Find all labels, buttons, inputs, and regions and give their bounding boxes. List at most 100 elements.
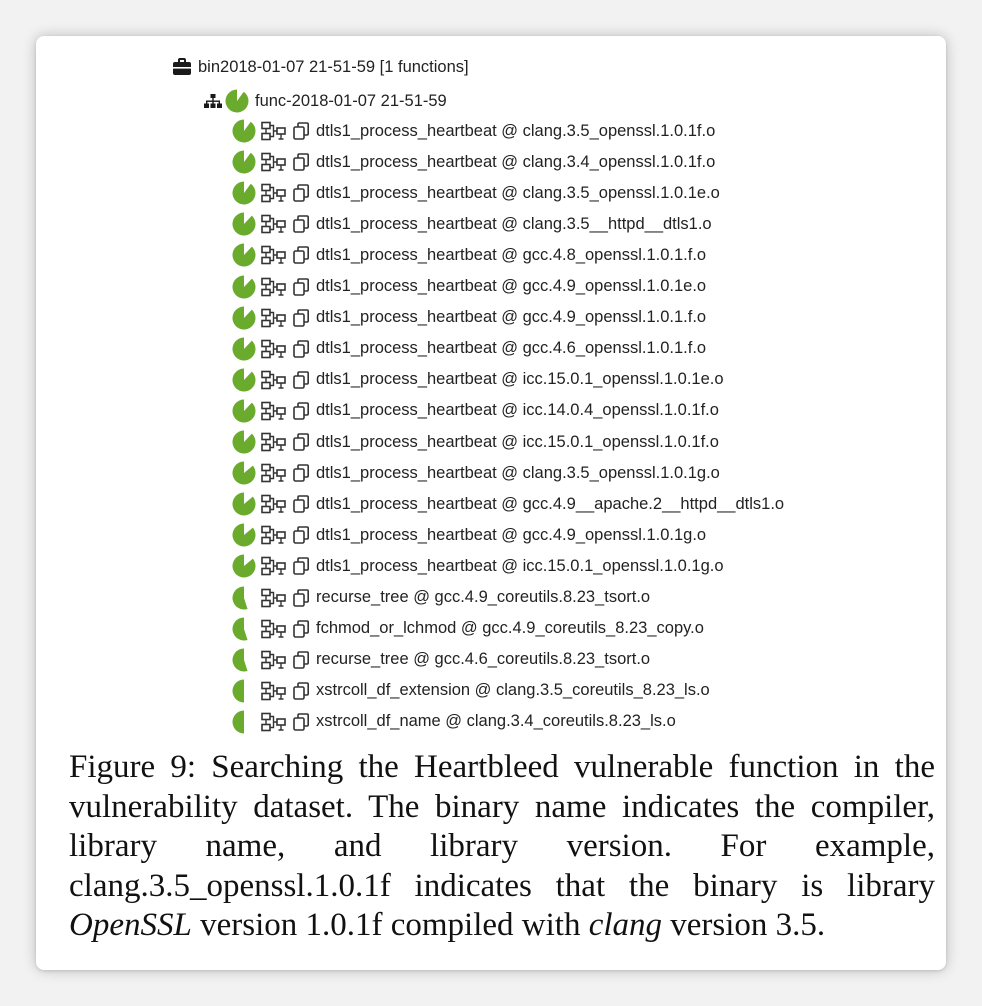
- tree-func-label: func-2018-01-07 21-51-59: [255, 91, 447, 110]
- copy-icon[interactable]: [292, 464, 310, 482]
- tree-root-label: bin2018-01-07 21-51-59 [1 functions]: [198, 57, 469, 76]
- copy-icon[interactable]: [292, 495, 310, 513]
- pie-score-icon: [232, 648, 256, 672]
- pie-score-icon: [232, 275, 256, 299]
- tree-func-node[interactable]: func-2018-01-07 21-51-59: [204, 88, 447, 114]
- hierarchy-icon: [204, 93, 222, 109]
- copy-icon[interactable]: [292, 308, 310, 327]
- flow-graph-icon[interactable]: [261, 494, 287, 514]
- tree-result-item[interactable]: dtls1_process_heartbeat @ gcc.4.9_openss…: [232, 305, 706, 331]
- tree-result-label: dtls1_process_heartbeat @ clang.3.5__htt…: [316, 214, 712, 233]
- caption-emph-clang: clang: [588, 907, 663, 943]
- tree-result-label: xstrcoll_df_extension @ clang.3.5_coreut…: [316, 681, 710, 700]
- tree-result-item[interactable]: dtls1_process_heartbeat @ gcc.4.9__apach…: [232, 491, 784, 517]
- tree-result-item[interactable]: recurse_tree @ gcc.4.9_coreutils.8.23_ts…: [232, 585, 650, 611]
- copy-icon[interactable]: [292, 681, 310, 700]
- flow-graph-icon[interactable]: [261, 463, 287, 483]
- pie-score-icon: [232, 119, 256, 143]
- copy-icon[interactable]: [292, 339, 310, 358]
- tree-result-item[interactable]: dtls1_process_heartbeat @ gcc.4.9_openss…: [232, 522, 706, 548]
- flow-graph-icon[interactable]: [261, 712, 287, 732]
- pie-score-icon: [232, 461, 256, 485]
- flow-graph-icon[interactable]: [261, 525, 287, 545]
- tree-result-item[interactable]: dtls1_process_heartbeat @ gcc.4.6_openss…: [232, 336, 706, 362]
- tree-result-label: fchmod_or_lchmod @ gcc.4.9_coreutils_8.2…: [316, 619, 704, 638]
- tree-result-label: dtls1_process_heartbeat @ clang.3.5_open…: [316, 183, 720, 202]
- flow-graph-icon[interactable]: [261, 681, 287, 701]
- flow-graph-icon[interactable]: [261, 556, 287, 576]
- copy-icon[interactable]: [292, 526, 310, 545]
- copy-icon[interactable]: [292, 433, 310, 451]
- flow-graph-icon[interactable]: [261, 339, 287, 359]
- pie-score-icon: [232, 679, 256, 703]
- tree-result-item[interactable]: dtls1_process_heartbeat @ clang.3.5_open…: [232, 460, 720, 486]
- figure-caption: Figure 9: Searching the Heartbleed vulne…: [69, 748, 935, 946]
- pie-score-icon: [232, 617, 256, 641]
- tree-result-item[interactable]: xstrcoll_df_extension @ clang.3.5_coreut…: [232, 678, 710, 704]
- pie-score-icon: [232, 212, 256, 236]
- pie-score-icon: [232, 710, 256, 734]
- copy-icon[interactable]: [292, 650, 310, 669]
- tree-result-label: dtls1_process_heartbeat @ gcc.4.9__apach…: [316, 494, 785, 513]
- tree-result-item[interactable]: dtls1_process_heartbeat @ clang.3.5_open…: [232, 180, 720, 206]
- tree-result-label: dtls1_process_heartbeat @ clang.3.5_open…: [316, 121, 716, 140]
- caption-text-3: version 3.5.: [662, 907, 826, 943]
- tree-result-item[interactable]: dtls1_process_heartbeat @ gcc.4.9_openss…: [232, 274, 706, 300]
- pie-score-icon: [232, 492, 256, 516]
- tree-result-label: recurse_tree @ gcc.4.9_coreutils.8.23_ts…: [316, 588, 651, 606]
- tree-result-item[interactable]: dtls1_process_heartbeat @ clang.3.5_open…: [232, 118, 715, 144]
- pie-score-icon: [232, 243, 256, 267]
- pie-score-icon: [225, 89, 249, 113]
- copy-icon[interactable]: [292, 277, 310, 296]
- tree-result-item[interactable]: dtls1_process_heartbeat @ icc.15.0.1_ope…: [232, 429, 719, 455]
- flow-graph-icon[interactable]: [261, 308, 287, 328]
- copy-icon[interactable]: [292, 713, 310, 731]
- copy-icon[interactable]: [292, 215, 310, 234]
- pie-score-icon: [232, 430, 256, 454]
- tree-result-label: dtls1_process_heartbeat @ clang.3.4_open…: [316, 152, 716, 171]
- tree-result-label: xstrcoll_df_name @ clang.3.4_coreutils.8…: [316, 712, 676, 731]
- tree-result-label: dtls1_process_heartbeat @ gcc.4.9_openss…: [316, 308, 707, 327]
- flow-graph-icon[interactable]: [261, 152, 287, 172]
- flow-graph-icon[interactable]: [261, 588, 287, 608]
- copy-icon[interactable]: [292, 122, 310, 140]
- pie-score-icon: [232, 368, 256, 392]
- pie-score-icon: [232, 586, 256, 610]
- flow-graph-icon[interactable]: [261, 121, 287, 141]
- tree-result-label: dtls1_process_heartbeat @ icc.15.0.1_ope…: [316, 370, 724, 389]
- flow-graph-icon[interactable]: [261, 432, 287, 452]
- copy-icon[interactable]: [292, 557, 310, 576]
- tree-result-item[interactable]: fchmod_or_lchmod @ gcc.4.9_coreutils_8.2…: [232, 616, 704, 642]
- tree-result-item[interactable]: dtls1_process_heartbeat @ icc.15.0.1_ope…: [232, 367, 724, 393]
- tree-result-item[interactable]: recurse_tree @ gcc.4.6_coreutils.8.23_ts…: [232, 647, 650, 673]
- pie-score-icon: [232, 554, 256, 578]
- flow-graph-icon[interactable]: [261, 183, 287, 203]
- flow-graph-icon[interactable]: [261, 401, 287, 421]
- tree-result-label: dtls1_process_heartbeat @ gcc.4.9_openss…: [316, 525, 707, 544]
- tree-result-label: dtls1_process_heartbeat @ gcc.4.8_openss…: [316, 245, 707, 264]
- copy-icon[interactable]: [292, 619, 310, 638]
- tree-result-item[interactable]: dtls1_process_heartbeat @ clang.3.4_open…: [232, 149, 715, 175]
- copy-icon[interactable]: [292, 370, 310, 389]
- tree-result-item[interactable]: dtls1_process_heartbeat @ icc.14.0.4_ope…: [232, 398, 719, 424]
- tree-result-item[interactable]: dtls1_process_heartbeat @ gcc.4.8_openss…: [232, 242, 706, 268]
- tree-result-item[interactable]: dtls1_process_heartbeat @ icc.15.0.1_ope…: [232, 553, 724, 579]
- flow-graph-icon[interactable]: [261, 245, 287, 265]
- flow-graph-icon[interactable]: [261, 650, 287, 670]
- tree-root-node[interactable]: bin2018-01-07 21-51-59 [1 functions]: [172, 54, 469, 80]
- flow-graph-icon[interactable]: [261, 277, 287, 297]
- pie-score-icon: [232, 150, 256, 174]
- pie-score-icon: [232, 523, 256, 547]
- tree-result-item[interactable]: xstrcoll_df_name @ clang.3.4_coreutils.8…: [232, 709, 676, 735]
- copy-icon[interactable]: [292, 402, 310, 420]
- pie-score-icon: [232, 337, 256, 361]
- pie-score-icon: [232, 399, 256, 423]
- copy-icon[interactable]: [292, 184, 310, 202]
- flow-graph-icon[interactable]: [261, 370, 287, 390]
- flow-graph-icon[interactable]: [261, 619, 287, 639]
- copy-icon[interactable]: [292, 588, 310, 607]
- flow-graph-icon[interactable]: [261, 214, 287, 234]
- copy-icon[interactable]: [292, 153, 310, 171]
- tree-result-item[interactable]: dtls1_process_heartbeat @ clang.3.5__htt…: [232, 211, 712, 237]
- copy-icon[interactable]: [292, 246, 310, 265]
